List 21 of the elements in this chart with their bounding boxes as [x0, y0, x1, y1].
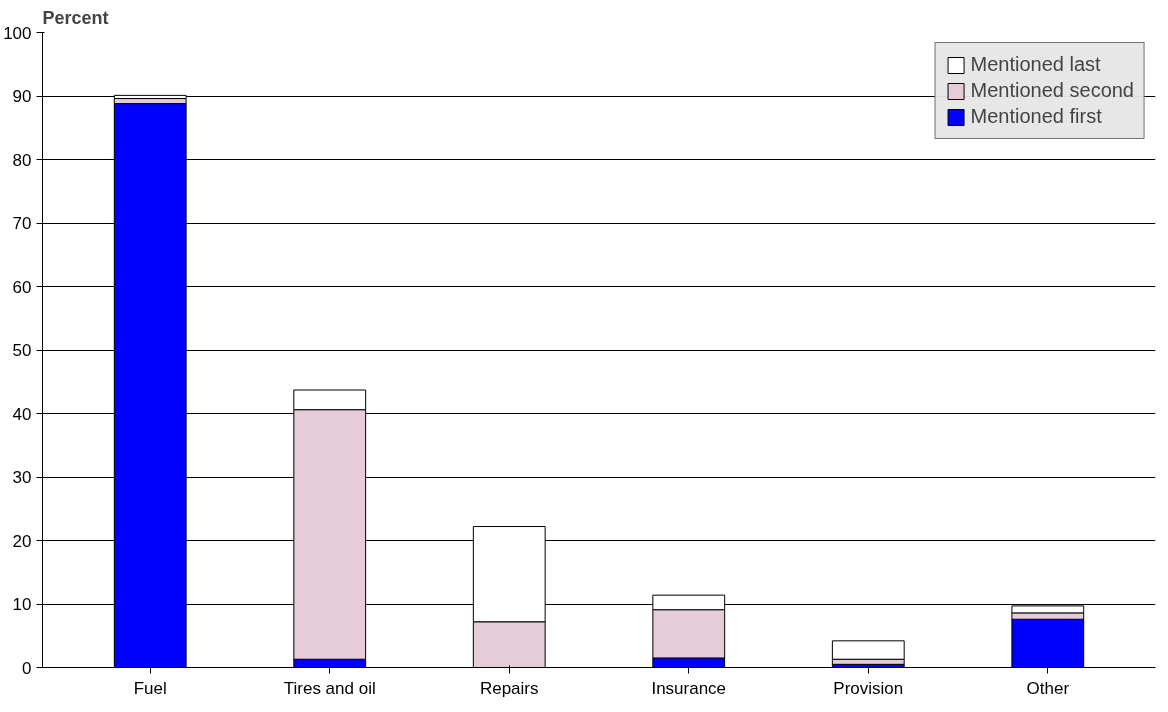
legend-label: Mentioned last: [970, 53, 1101, 76]
legend-label: Mentioned second: [970, 79, 1134, 102]
y-tick-label: 50: [12, 341, 32, 360]
x-tick-label: Provision: [833, 678, 904, 698]
x-tick-label: Other: [1026, 678, 1070, 698]
y-tick-label: 40: [12, 404, 32, 424]
y-tick-label: 60: [12, 277, 32, 297]
y-tick-label: 70: [12, 214, 32, 233]
legend-label: Mentioned first: [970, 105, 1102, 128]
y-tick-label: 10: [12, 595, 32, 614]
y-tick-label: 80: [12, 150, 32, 170]
x-tick-label: Tires and oil: [283, 678, 376, 698]
x-tick-label: Fuel: [133, 678, 167, 698]
y-tick-label: 100: [3, 23, 32, 43]
y-tick-label: 30: [12, 468, 32, 487]
x-tick-label: Insurance: [651, 678, 727, 698]
y-axis-title: Percent: [42, 7, 109, 28]
y-tick-label: 0: [22, 658, 32, 678]
x-tick-label: Repairs: [479, 678, 539, 698]
y-tick-label: 90: [12, 87, 32, 106]
y-tick-label: 20: [12, 531, 32, 551]
